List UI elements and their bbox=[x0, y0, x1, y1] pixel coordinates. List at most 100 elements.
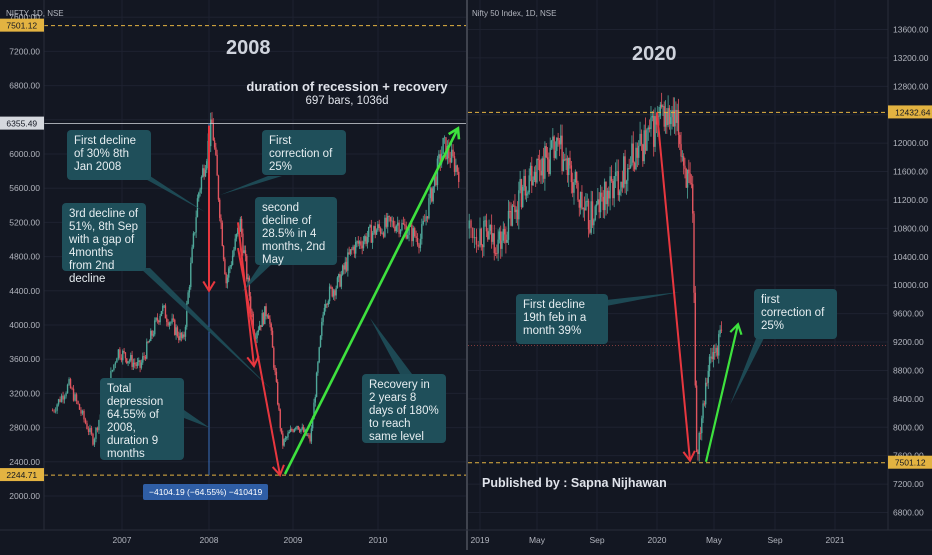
measure-label: −4104.19 (−64.55%) −410419 bbox=[143, 484, 269, 500]
c2008-candle-119 bbox=[217, 175, 220, 200]
c2008-candle-179 bbox=[295, 427, 297, 429]
c2008-candle-136 bbox=[239, 218, 242, 232]
c2008-candle-268 bbox=[414, 228, 416, 237]
c2020-candle-163 bbox=[686, 169, 689, 188]
c2020-candle-136 bbox=[651, 115, 654, 118]
c2020-candle-28 bbox=[507, 210, 510, 240]
c2020-candle-93 bbox=[593, 220, 595, 226]
c2008-candle-222 bbox=[351, 249, 353, 251]
c2008-candle-14 bbox=[72, 388, 75, 401]
c2008-candle-88 bbox=[176, 327, 179, 337]
c2020-candle-9 bbox=[483, 220, 485, 248]
c2008-candle-240 bbox=[374, 226, 376, 235]
c2008-candle-42 bbox=[114, 362, 117, 365]
c2020-candle-170 bbox=[695, 385, 698, 452]
c2020-candle-83 bbox=[579, 191, 582, 208]
c2008-candle-197 bbox=[318, 347, 320, 363]
note-total-depression-2008: Total depression 64.55% of 2008, duratio… bbox=[100, 378, 184, 460]
c2020-candle-54 bbox=[541, 158, 543, 176]
c2020-candle-102 bbox=[605, 181, 607, 205]
c2008-candle-239 bbox=[373, 226, 375, 233]
c2008-candle-180 bbox=[296, 426, 298, 428]
c2008-candle-43 bbox=[116, 358, 118, 363]
c2020-candle-56 bbox=[544, 146, 546, 179]
c2008-candle-45 bbox=[119, 349, 121, 358]
c2008-candle-270 bbox=[416, 237, 419, 245]
arrow-recovery-shaft bbox=[283, 127, 460, 475]
c2008-candle-195 bbox=[315, 372, 318, 398]
c2020-candle-152 bbox=[672, 110, 674, 127]
c2008-candle-250 bbox=[388, 216, 390, 218]
c2008-candle-228 bbox=[358, 241, 361, 244]
c2008-candle-245 bbox=[381, 232, 383, 234]
c2008-candle-293 bbox=[449, 158, 451, 163]
c2008-candle-58 bbox=[136, 361, 139, 366]
c2020-candle-67 bbox=[558, 140, 561, 145]
c2008-candle-158 bbox=[267, 315, 270, 319]
c2008-candle-105 bbox=[199, 189, 201, 193]
c2008-candle-164 bbox=[275, 371, 278, 382]
c2020-candle-177 bbox=[704, 382, 707, 405]
c2008-candle-198 bbox=[319, 335, 322, 348]
c2008-candle-161 bbox=[271, 330, 274, 348]
ytick-right-0: 13600.00 bbox=[893, 25, 929, 35]
c2008-candle-125 bbox=[225, 274, 227, 284]
c2008-candle-24 bbox=[87, 429, 90, 433]
arrow-third-decline-head bbox=[271, 464, 285, 477]
c2020-candle-181 bbox=[710, 356, 712, 358]
c2008-candle-162 bbox=[273, 347, 275, 368]
c2020-candle-17 bbox=[493, 233, 495, 254]
c2020-candle-131 bbox=[644, 130, 647, 151]
c2020-candle-139 bbox=[655, 116, 658, 125]
pointer-first-correction bbox=[220, 176, 282, 195]
c2008-candle-248 bbox=[385, 217, 388, 227]
c2020-candle-25 bbox=[503, 229, 506, 235]
c2020-candle-0 bbox=[468, 220, 470, 229]
c2020-candle-20 bbox=[497, 239, 499, 254]
c2008-candle-166 bbox=[278, 404, 280, 410]
c2020-candle-141 bbox=[658, 115, 660, 117]
c2008-candle-27 bbox=[92, 433, 94, 445]
ytick-right-10: 9600.00 bbox=[893, 309, 924, 319]
c2020-candle-120 bbox=[629, 165, 632, 169]
c2020-candle-147 bbox=[666, 112, 668, 126]
c2008-candle-241 bbox=[375, 230, 378, 235]
c2020-candle-19 bbox=[496, 253, 498, 255]
c2008-candle-100 bbox=[192, 233, 195, 248]
c2008-candle-139 bbox=[243, 250, 245, 253]
c2008-candle-215 bbox=[341, 265, 344, 275]
c2020-candle-138 bbox=[654, 116, 656, 147]
ytick-left-8: 4400.00 bbox=[9, 286, 40, 296]
c2008-candle-266 bbox=[411, 224, 413, 242]
c2008-candle-61 bbox=[140, 362, 143, 368]
c2008-candle-91 bbox=[180, 332, 183, 338]
c2008-candle-237 bbox=[370, 225, 373, 243]
ytick-left-13: 2400.00 bbox=[9, 457, 40, 467]
note-first-decline-2008: First decline of 30% 8th Jan 2008 bbox=[67, 130, 151, 180]
xtick-right-6: 2021 bbox=[826, 535, 845, 545]
c2020-candle-114 bbox=[621, 181, 624, 188]
c2008-candle-10 bbox=[66, 384, 69, 394]
c2008-candle-178 bbox=[293, 428, 296, 432]
c2008-candle-298 bbox=[456, 165, 459, 172]
c2008-candle-185 bbox=[302, 426, 305, 433]
c2008-candle-190 bbox=[309, 435, 311, 442]
c2008-candle-77 bbox=[162, 305, 164, 312]
pointer-recovery bbox=[370, 318, 412, 374]
c2008-candle-79 bbox=[164, 305, 167, 319]
c2020-candle-55 bbox=[542, 158, 545, 179]
c2008-candle-44 bbox=[117, 349, 120, 359]
arrow-third-decline-shaft bbox=[237, 247, 281, 476]
c2008-candle-57 bbox=[135, 364, 137, 366]
c2008-candle-76 bbox=[160, 311, 163, 316]
ytick-right-16: 7200.00 bbox=[893, 479, 924, 489]
left-chart-title: 2008 bbox=[226, 37, 271, 59]
c2008-candle-165 bbox=[276, 381, 279, 405]
c2020-candle-182 bbox=[711, 356, 713, 360]
c2008-candle-138 bbox=[242, 233, 244, 253]
c2008-candle-189 bbox=[308, 435, 310, 437]
c2020-candle-75 bbox=[569, 157, 571, 166]
c2008-candle-69 bbox=[151, 330, 153, 336]
xtick-right-4: May bbox=[706, 535, 723, 545]
